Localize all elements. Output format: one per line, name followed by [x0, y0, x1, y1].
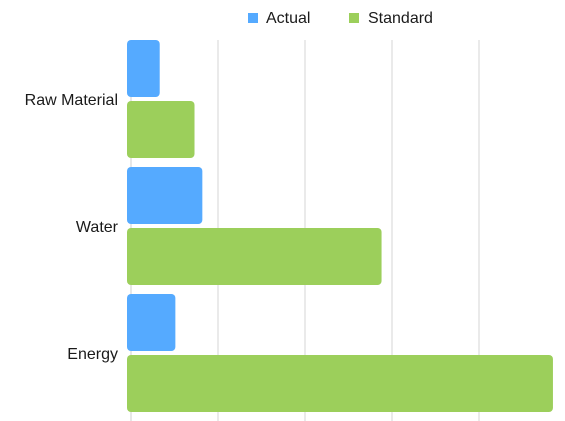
bar-standard-water	[127, 228, 382, 285]
category-label: Energy	[67, 346, 118, 363]
bar-standard-energy	[127, 355, 553, 412]
bar-actual-water	[127, 167, 203, 224]
legend-label-actual: Actual	[266, 10, 310, 27]
category-label: Raw Material	[25, 92, 118, 109]
legend-swatch-actual	[248, 13, 258, 23]
category-label: Water	[76, 219, 119, 236]
bar-actual-energy	[127, 294, 176, 351]
bars	[127, 40, 553, 412]
bar-standard-raw-material	[127, 101, 195, 158]
bar-actual-raw-material	[127, 40, 160, 97]
legend-label-standard: Standard	[368, 10, 433, 27]
legend: Actual Standard	[248, 10, 433, 27]
legend-swatch-standard	[349, 13, 359, 23]
category-labels: Raw Material Water Energy	[25, 92, 119, 363]
